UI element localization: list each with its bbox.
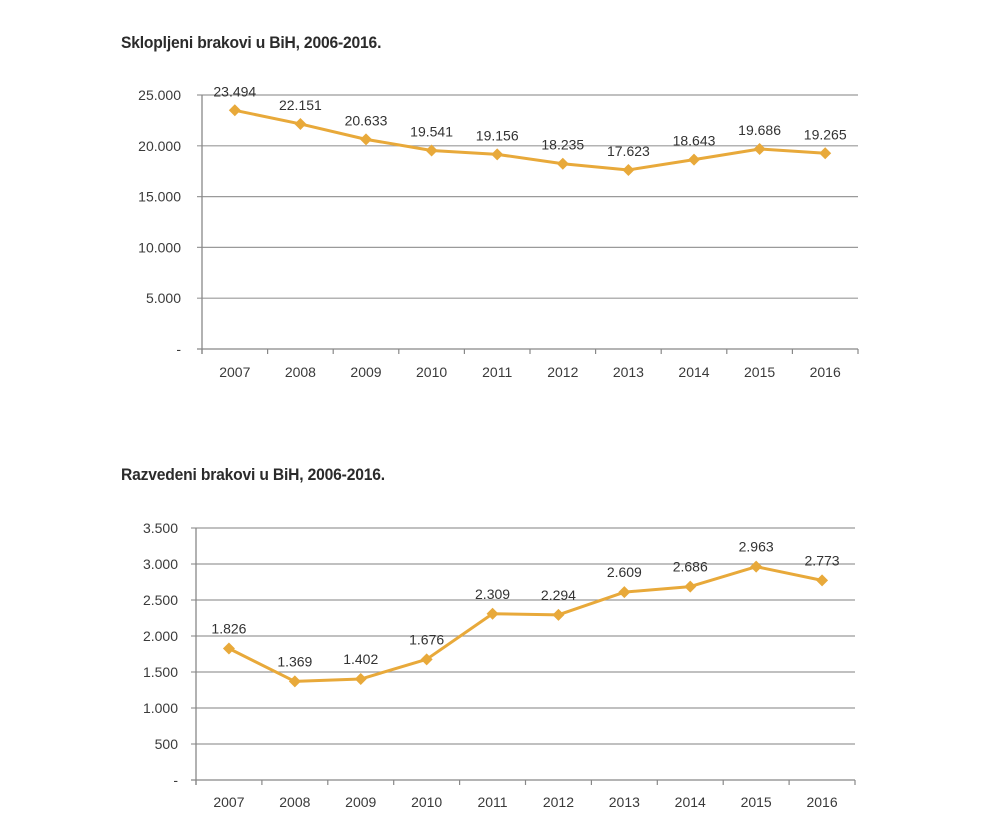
data-point-marker [684, 580, 697, 593]
data-point-marker [618, 586, 631, 599]
data-label: 2.609 [607, 564, 642, 580]
x-tick-label: 2010 [411, 794, 442, 810]
data-label: 1.402 [343, 651, 378, 667]
data-point-marker [688, 153, 700, 166]
y-tick-label: - [173, 772, 178, 788]
data-label: 2.963 [739, 539, 774, 555]
chart-title-marriages: Sklopljeni brakovi u BiH, 2006-2016. [121, 33, 382, 52]
series-line [234, 108, 826, 172]
data-point-marker [753, 142, 766, 155]
x-tick-label: 2007 [219, 364, 250, 380]
y-tick-label: 10.000 [138, 239, 181, 255]
x-tick-label: 2008 [279, 794, 310, 810]
data-point-marker [222, 642, 235, 655]
y-tick-label: 20.000 [138, 138, 181, 154]
data-point-marker [360, 133, 372, 146]
y-tick-label: 3.500 [143, 520, 178, 536]
data-point-marker [816, 574, 829, 587]
y-tick-label: - [176, 341, 181, 357]
data-point-marker [288, 675, 301, 688]
y-tick-label: 2.000 [143, 628, 178, 644]
x-tick-label: 2012 [543, 794, 574, 810]
data-label: 1.826 [211, 621, 246, 637]
x-tick-label: 2011 [482, 364, 512, 380]
x-tick-label: 2010 [416, 364, 447, 380]
data-label: 2.773 [805, 552, 840, 568]
data-point-marker [622, 163, 635, 176]
x-tick-label: 2013 [613, 364, 644, 380]
data-point-marker [228, 104, 241, 117]
y-tick-label: 5.000 [146, 290, 181, 306]
x-tick-label: 2013 [609, 794, 640, 810]
x-tick-label: 2007 [213, 794, 244, 810]
data-point-marker [354, 673, 367, 686]
data-label: 2.309 [475, 586, 510, 602]
x-tick-label: 2009 [345, 794, 376, 810]
x-tick-label: 2012 [547, 364, 578, 380]
data-point-marker [750, 560, 763, 573]
chart-title-divorces: Razvedeni brakovi u BiH, 2006-2016. [121, 465, 385, 484]
data-label: 19.265 [804, 126, 847, 142]
y-tick-label: 15.000 [138, 189, 181, 205]
x-tick-label: 2014 [675, 794, 706, 810]
data-point-marker [486, 607, 499, 620]
x-tick-label: 2015 [741, 794, 772, 810]
y-tick-label: 1.000 [143, 700, 178, 716]
x-tick-label: 2011 [477, 794, 507, 810]
x-tick-label: 2016 [810, 364, 841, 380]
data-label: 19.156 [476, 127, 519, 143]
y-tick-label: 2.500 [143, 592, 178, 608]
data-label: 17.623 [607, 143, 650, 159]
data-label: 1.676 [409, 631, 444, 647]
data-label: 18.643 [673, 133, 716, 149]
data-label: 20.633 [345, 112, 388, 128]
data-label: 18.235 [541, 137, 584, 153]
data-point-marker [420, 653, 433, 666]
data-point-marker [491, 148, 504, 161]
data-label: 19.686 [738, 122, 781, 138]
y-tick-label: 1.500 [143, 664, 178, 680]
data-label: 19.541 [410, 123, 453, 139]
x-tick-label: 2008 [285, 364, 316, 380]
data-point-marker [819, 147, 832, 160]
series-line [228, 565, 823, 683]
x-tick-label: 2015 [744, 364, 775, 380]
y-tick-label: 3.000 [143, 556, 178, 572]
marriages-line-chart: - 5.000 10.000 15.000 20.000 25.000 2007 2008 20… [138, 83, 859, 380]
data-point-marker [552, 608, 565, 621]
data-label: 2.294 [541, 587, 576, 603]
data-label: 23.494 [213, 83, 256, 99]
y-tick-label: 500 [155, 736, 179, 752]
data-label: 22.151 [279, 97, 322, 113]
x-tick-label: 2016 [806, 794, 837, 810]
data-point-marker [294, 117, 307, 130]
x-tick-label: 2014 [678, 364, 709, 380]
data-label: 1.369 [277, 653, 312, 669]
data-point-marker [556, 157, 569, 170]
x-tick-label: 2009 [350, 364, 381, 380]
y-tick-label: 25.000 [138, 87, 181, 103]
data-point-marker [425, 144, 438, 157]
data-label: 2.686 [673, 559, 708, 575]
